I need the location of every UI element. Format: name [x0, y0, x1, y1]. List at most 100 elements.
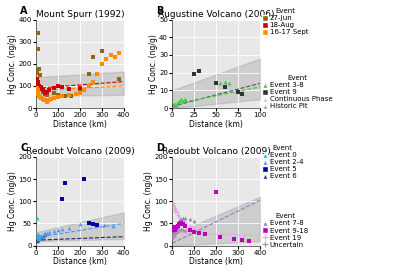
Point — [50, 90, 57, 95]
Point — [172, 104, 178, 109]
Y-axis label: Hg Conc. (ng/g): Hg Conc. (ng/g) — [8, 171, 17, 231]
X-axis label: Distance (km): Distance (km) — [189, 257, 243, 266]
Point — [172, 225, 178, 230]
Point — [94, 72, 101, 76]
Point — [180, 219, 186, 223]
Point — [186, 228, 193, 232]
Point — [46, 230, 52, 234]
Legend: Event 7-8, Event 9-18, Event 19, Uncertain: Event 7-8, Event 9-18, Event 19, Uncerta… — [262, 213, 308, 247]
Point — [86, 221, 92, 226]
Point — [176, 222, 182, 227]
Point — [176, 219, 182, 223]
Point — [37, 235, 44, 240]
Point — [61, 94, 68, 98]
Point — [176, 215, 182, 219]
Point — [171, 225, 178, 229]
Point — [44, 99, 50, 104]
Point — [35, 92, 41, 96]
Point — [101, 223, 107, 227]
X-axis label: Distance (km): Distance (km) — [53, 257, 107, 266]
Point — [180, 228, 186, 232]
Title: Augustine Volcano (2006): Augustine Volcano (2006) — [158, 10, 274, 19]
Point — [116, 50, 123, 55]
Point — [176, 99, 182, 103]
Point — [59, 197, 66, 201]
Point — [173, 101, 180, 105]
Legend: Event 0, Event 2-4, Event 5, Event 6: Event 0, Event 2-4, Event 5, Event 6 — [262, 145, 303, 179]
Text: D: D — [156, 143, 164, 153]
Point — [66, 93, 72, 97]
Point — [108, 53, 114, 57]
Point — [178, 97, 184, 102]
Point — [34, 71, 40, 75]
Point — [173, 210, 180, 215]
Point — [182, 97, 188, 102]
Point — [86, 221, 92, 226]
Point — [35, 237, 41, 242]
Point — [42, 98, 48, 103]
Point — [178, 97, 184, 102]
Point — [178, 217, 184, 221]
Point — [174, 220, 181, 225]
Point — [38, 96, 45, 100]
Y-axis label: Hg Conc. (ng/g): Hg Conc. (ng/g) — [149, 34, 158, 94]
Point — [217, 81, 224, 86]
Point — [173, 101, 180, 105]
Point — [36, 94, 42, 98]
Point — [42, 232, 48, 236]
Point — [59, 227, 66, 231]
Point — [172, 209, 179, 213]
Point — [38, 86, 45, 90]
Point — [171, 225, 177, 230]
Point — [213, 81, 219, 86]
Point — [178, 221, 184, 226]
Point — [39, 97, 46, 102]
Point — [35, 237, 41, 241]
Point — [186, 217, 193, 221]
Point — [235, 90, 241, 94]
Point — [239, 92, 246, 96]
Point — [38, 85, 45, 89]
Point — [90, 79, 96, 84]
Point — [202, 232, 208, 237]
Point — [38, 234, 45, 239]
Point — [44, 231, 50, 235]
Point — [171, 234, 177, 238]
Point — [37, 234, 44, 238]
Point — [170, 228, 176, 232]
Point — [61, 181, 68, 186]
Point — [180, 222, 186, 227]
Point — [37, 73, 44, 77]
Point — [44, 93, 50, 97]
Point — [170, 230, 176, 234]
Point — [94, 222, 101, 227]
Point — [173, 222, 180, 227]
Legend: Event 3-8, Event 9, Continuous Phase, Historic Pit: Event 3-8, Event 9, Continuous Phase, Hi… — [262, 75, 332, 109]
Point — [34, 238, 41, 242]
Point — [46, 98, 52, 103]
Legend: 27-Jun, 18-Aug, 16-17 Sept: 27-Jun, 18-Aug, 16-17 Sept — [262, 8, 308, 35]
Point — [37, 87, 44, 92]
Text: B: B — [156, 6, 164, 16]
X-axis label: Distance (km): Distance (km) — [189, 120, 243, 129]
Point — [77, 86, 83, 90]
Point — [50, 96, 57, 100]
Point — [42, 92, 48, 96]
Point — [55, 95, 61, 99]
Point — [55, 84, 61, 88]
Point — [34, 77, 40, 81]
Point — [90, 55, 96, 59]
Point — [174, 223, 181, 228]
Point — [42, 90, 48, 95]
Point — [226, 81, 232, 86]
Point — [191, 72, 197, 77]
Point — [34, 86, 40, 90]
Point — [34, 81, 41, 86]
Point — [48, 97, 54, 102]
Point — [177, 218, 183, 222]
Point — [173, 223, 179, 228]
Point — [99, 48, 105, 53]
Point — [86, 72, 92, 76]
Point — [39, 88, 46, 93]
Point — [36, 235, 42, 240]
